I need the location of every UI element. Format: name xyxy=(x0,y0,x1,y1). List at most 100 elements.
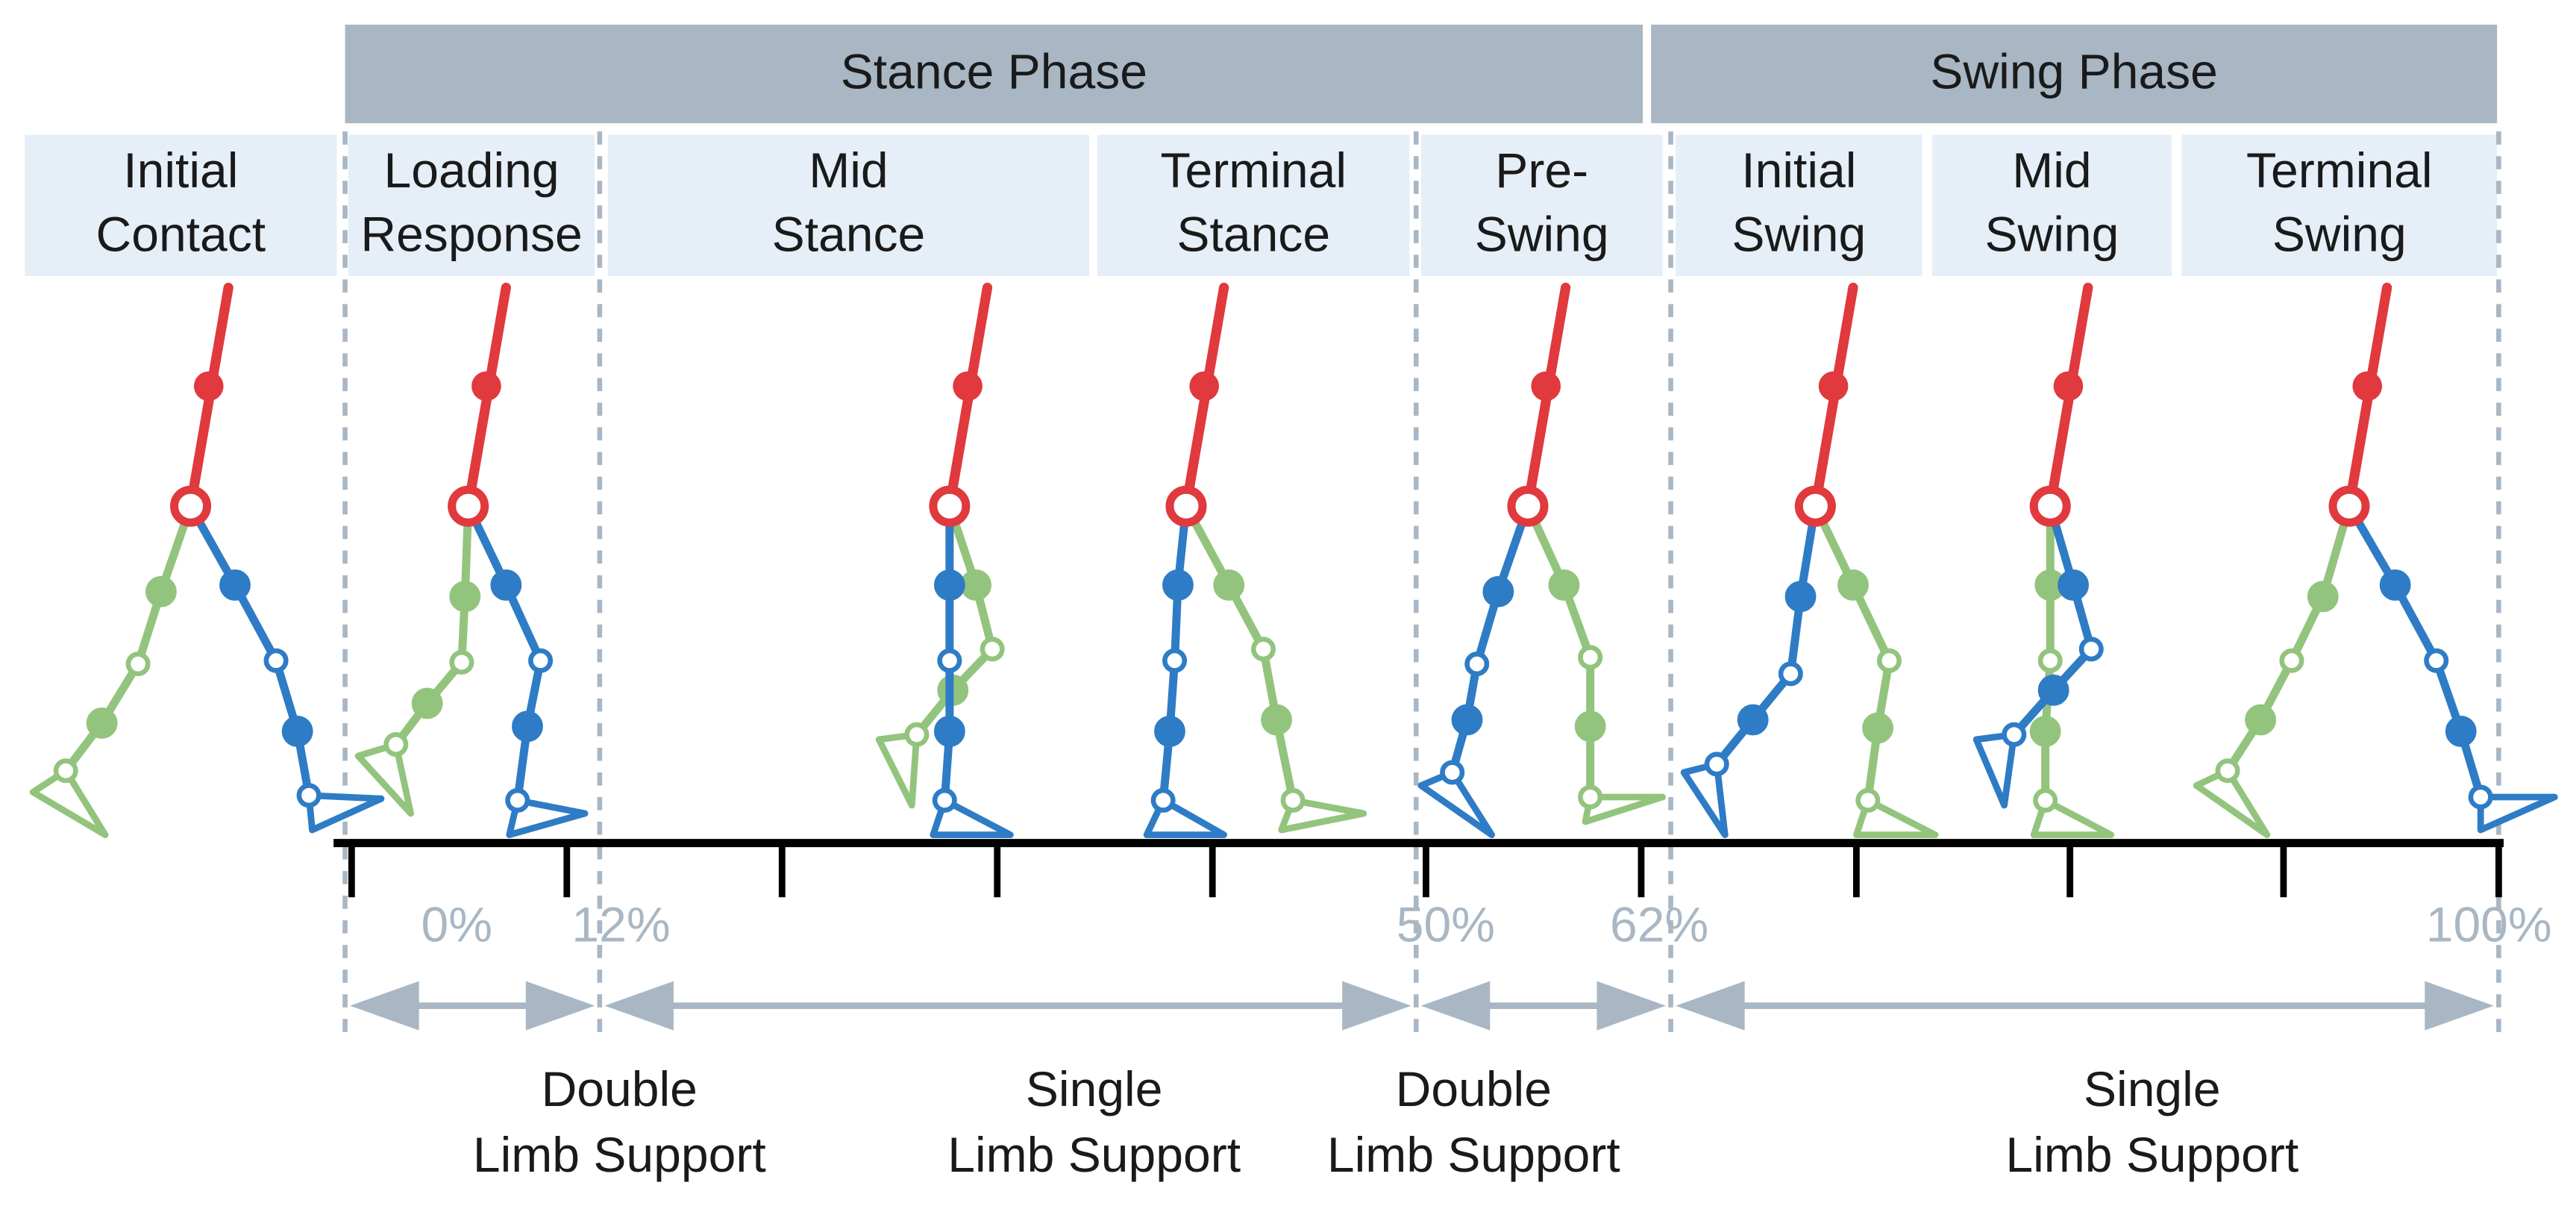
green-foot xyxy=(2193,767,2271,839)
arrow-head xyxy=(350,981,419,1031)
blue-joint xyxy=(2002,722,2027,747)
green-joint xyxy=(1250,637,1276,662)
blue-joint xyxy=(2468,784,2493,810)
arrow-head xyxy=(2425,981,2494,1031)
percent-label: 12% xyxy=(571,897,670,952)
green-joint xyxy=(1280,787,1306,813)
green-leg xyxy=(1182,504,1297,802)
blue-joint xyxy=(1482,575,1514,607)
blue-foot xyxy=(2477,793,2558,834)
phase-bar xyxy=(345,25,1643,124)
subphase-label: Swing xyxy=(1475,207,1609,262)
green-joint xyxy=(2029,715,2061,747)
blue-joint xyxy=(1451,704,1483,736)
green-joint xyxy=(383,732,409,758)
green-joint xyxy=(904,722,930,747)
red-joint xyxy=(1531,371,1561,402)
blue-joint xyxy=(937,648,962,673)
subphase-box xyxy=(1097,134,1410,276)
subphase-box xyxy=(1420,134,1663,276)
phase-label: Stance Phase xyxy=(841,44,1147,99)
green-joint xyxy=(1261,704,1293,736)
support-label: Limb Support xyxy=(1327,1127,1620,1182)
blue-joint xyxy=(1704,752,1729,777)
green-joint xyxy=(2215,758,2240,784)
blue-joint xyxy=(1150,787,1176,813)
arrow-head xyxy=(604,981,674,1031)
percent-label: 100% xyxy=(2426,897,2552,952)
support-label: Double xyxy=(542,1061,698,1116)
subphase-label: Stance xyxy=(1176,207,1330,262)
hip-joint xyxy=(170,485,212,527)
hip-joint xyxy=(1165,485,1207,527)
hip-joint xyxy=(2328,485,2370,527)
green-joint xyxy=(1548,569,1580,601)
green-leg xyxy=(2224,505,2354,773)
subphase-box xyxy=(2181,134,2498,276)
subphase-label: Initial xyxy=(1741,143,1856,198)
green-joint xyxy=(1837,569,1869,601)
red-joint xyxy=(471,371,501,402)
subphase-box xyxy=(607,134,1090,276)
blue-joint xyxy=(933,569,965,601)
phase-bar xyxy=(1651,25,2498,124)
blue-joint xyxy=(1154,715,1185,747)
green-joint xyxy=(86,707,118,739)
blue-joint xyxy=(1778,661,1803,687)
blue-joint xyxy=(2037,674,2069,706)
subphase-label: Loading xyxy=(384,143,560,198)
blue-joint xyxy=(528,648,554,673)
hip-joint xyxy=(1794,485,1836,527)
green-joint xyxy=(1213,569,1245,601)
blue-joint xyxy=(932,787,957,813)
green-joint xyxy=(2245,704,2277,736)
subphase-label: Mid xyxy=(2012,143,2091,198)
subphase-label: Stance xyxy=(772,207,926,262)
subphase-label: Mid xyxy=(809,143,888,198)
red-joint xyxy=(1818,371,1849,402)
arrow-head xyxy=(525,981,595,1031)
blue-joint xyxy=(281,715,313,747)
subphase-label: Response xyxy=(360,207,582,262)
blue-joint xyxy=(1464,652,1490,677)
blue-joint xyxy=(1162,648,1188,673)
blue-joint xyxy=(505,787,530,813)
green-joint xyxy=(125,652,151,677)
hip-joint xyxy=(448,485,489,527)
blue-leg xyxy=(464,504,545,802)
arrow-head xyxy=(1676,981,1745,1031)
subphase-label: Swing xyxy=(1985,207,2119,262)
red-joint xyxy=(2352,371,2383,402)
blue-joint xyxy=(1737,704,1769,736)
red-joint xyxy=(1189,371,1220,402)
green-joint xyxy=(2279,648,2304,673)
percent-label: 62% xyxy=(1610,897,1708,952)
support-label: Limb Support xyxy=(473,1127,766,1182)
subphase-label: Pre- xyxy=(1495,143,1588,198)
blue-joint xyxy=(2379,569,2411,601)
blue-joint xyxy=(512,710,543,743)
subphase-box xyxy=(1676,134,1922,276)
green-leg xyxy=(1811,504,1893,802)
green-joint xyxy=(2037,648,2063,673)
blue-joint xyxy=(490,569,522,601)
subphase-label: Terminal xyxy=(1160,143,1347,198)
green-joint xyxy=(1855,787,1881,813)
green-foot xyxy=(1582,793,1666,825)
blue-joint xyxy=(2058,569,2089,601)
support-label: Limb Support xyxy=(947,1127,1241,1182)
arrow-head xyxy=(1420,981,1491,1031)
green-joint xyxy=(2033,787,2058,813)
subphase-box xyxy=(25,134,337,276)
green-foot xyxy=(29,767,109,839)
blue-foot xyxy=(1972,731,2018,809)
percent-label: 0% xyxy=(422,897,492,952)
support-label: Single xyxy=(2084,1061,2221,1116)
green-joint xyxy=(1574,710,1606,743)
green-foot xyxy=(875,731,921,809)
green-joint xyxy=(1578,784,1603,810)
green-joint xyxy=(449,581,481,613)
blue-joint xyxy=(1440,760,1465,785)
hip-joint xyxy=(1507,485,1549,527)
